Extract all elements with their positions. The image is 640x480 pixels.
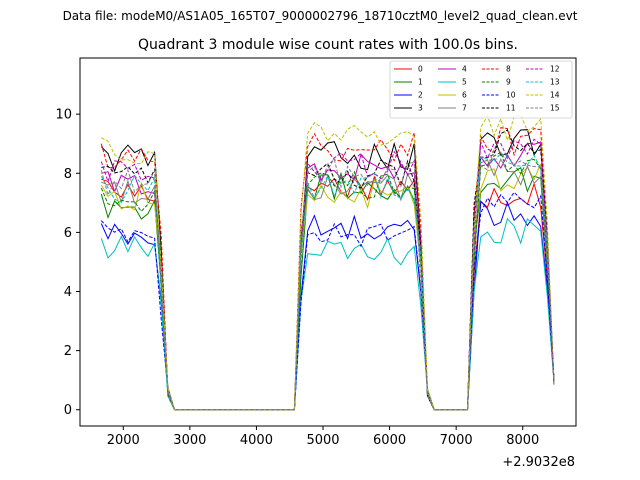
x-tick-label: 3000 <box>173 433 206 448</box>
series-line-0 <box>101 175 555 411</box>
series-layer <box>100 114 555 411</box>
y-tick-label: 10 <box>55 108 72 123</box>
legend-label-1: 1 <box>418 78 423 87</box>
x-tick-label: 7000 <box>440 433 473 448</box>
x-tick-label: 4000 <box>240 433 273 448</box>
x-axis: 2000 3000 4000 5000 6000 7000 8000 <box>107 426 539 448</box>
legend-label-4: 4 <box>462 65 467 74</box>
legend-label-5: 5 <box>462 78 467 87</box>
series-line-3 <box>100 129 555 411</box>
legend-label-14: 14 <box>550 91 560 100</box>
x-tick-label: 5000 <box>306 433 339 448</box>
legend-label-12: 12 <box>550 65 560 74</box>
y-tick-label: 4 <box>64 285 72 300</box>
suptitle: Data file: modeM0/AS1A05_165T07_90000027… <box>63 9 578 23</box>
legend-label-11: 11 <box>506 104 516 113</box>
y-axis: 0 2 4 6 8 10 <box>55 108 80 418</box>
x-offset-label: +2.9032e8 <box>502 455 575 470</box>
legend-frame <box>389 60 573 119</box>
axes-frame <box>79 57 577 427</box>
x-tick-label: 6000 <box>373 433 406 448</box>
legend-label-15: 15 <box>550 104 560 113</box>
series-line-4 <box>101 141 555 411</box>
legend-label-3: 3 <box>418 104 423 113</box>
series-line-12 <box>100 138 555 411</box>
y-tick-label: 6 <box>64 226 72 241</box>
legend-label-13: 13 <box>550 78 560 87</box>
legend-label-2: 2 <box>418 91 423 100</box>
legend-label-7: 7 <box>462 104 467 113</box>
y-tick-label: 0 <box>64 403 72 418</box>
series-line-11 <box>101 129 555 411</box>
x-tick-label: 2000 <box>107 433 140 448</box>
y-tick-label: 2 <box>64 344 72 359</box>
series-line-10 <box>100 191 555 411</box>
chart-title: Quadrant 3 module wise count rates with … <box>138 37 518 53</box>
series-line-15 <box>100 147 555 411</box>
legend-label-0: 0 <box>418 65 423 74</box>
y-tick-label: 8 <box>64 167 72 182</box>
series-line-14 <box>101 114 555 411</box>
legend-label-10: 10 <box>506 91 516 100</box>
series-line-5 <box>100 217 555 411</box>
legend-label-8: 8 <box>506 65 511 74</box>
series-line-13 <box>100 152 555 411</box>
legend-label-9: 9 <box>506 78 511 87</box>
x-tick-label: 8000 <box>506 433 539 448</box>
legend-label-6: 6 <box>462 91 467 100</box>
series-line-9 <box>100 151 555 411</box>
series-line-1 <box>100 166 555 411</box>
